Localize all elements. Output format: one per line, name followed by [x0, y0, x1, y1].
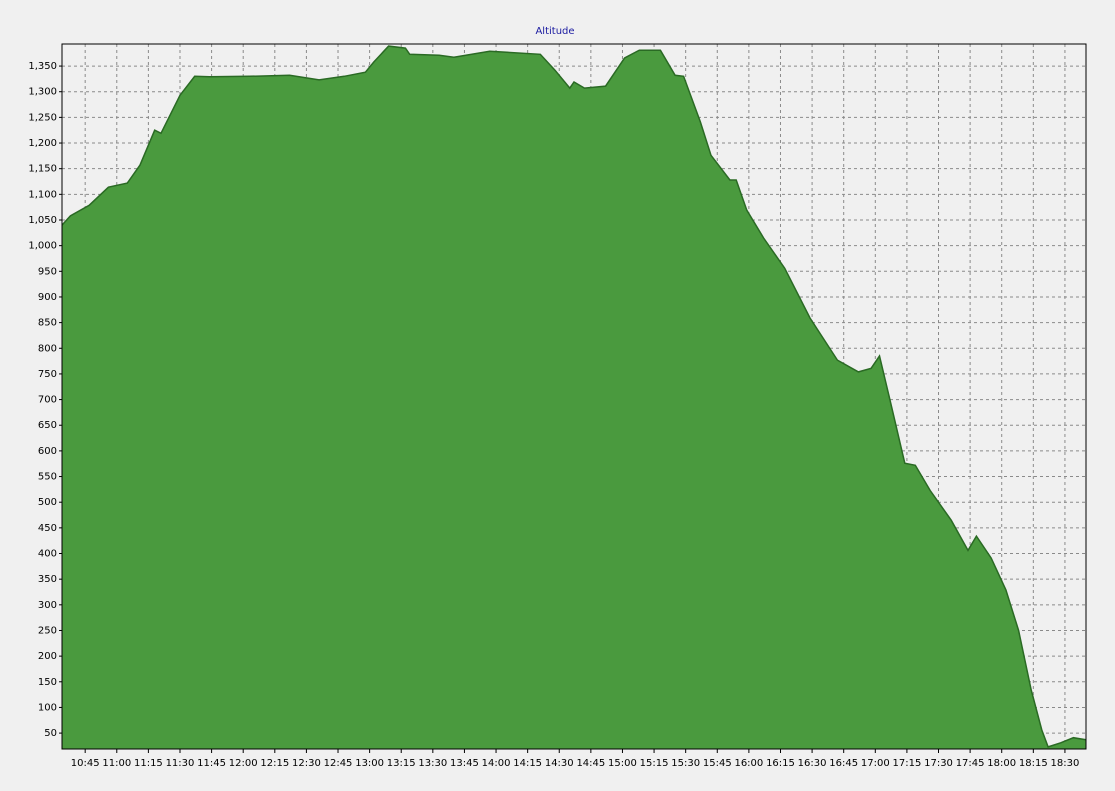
- y-tick-label: 300: [38, 600, 57, 611]
- x-tick-label: 15:45: [703, 758, 732, 769]
- x-tick-label: 15:15: [640, 758, 669, 769]
- x-tick-label: 10:45: [71, 758, 100, 769]
- plot-frame: [61, 43, 1087, 750]
- y-tick-label: 500: [38, 497, 57, 508]
- x-tick-label: 16:00: [734, 758, 763, 769]
- x-tick-label: 13:15: [387, 758, 416, 769]
- y-tick-label: 400: [38, 549, 57, 560]
- x-tick-label: 14:45: [576, 758, 605, 769]
- x-tick-label: 17:00: [861, 758, 890, 769]
- x-tick-label: 12:45: [324, 758, 353, 769]
- y-tick-label: 1,150: [28, 164, 57, 175]
- y-tick-label: 650: [38, 420, 57, 431]
- x-tick-label: 14:15: [513, 758, 542, 769]
- y-tick-label: 1,350: [28, 61, 57, 72]
- y-tick-label: 250: [38, 625, 57, 636]
- y-tick-label: 200: [38, 651, 57, 662]
- y-tick-label: 1,200: [28, 138, 57, 149]
- x-tick-label: 11:30: [166, 758, 195, 769]
- y-tick-label: 1,000: [28, 241, 57, 252]
- x-tick-label: 13:45: [450, 758, 479, 769]
- x-tick-label: 12:30: [292, 758, 321, 769]
- y-tick-label: 1,050: [28, 215, 57, 226]
- x-tick-label: 11:00: [102, 758, 131, 769]
- y-tick-label: 150: [38, 677, 57, 688]
- x-tick-label: 13:30: [418, 758, 447, 769]
- x-tick-label: 11:15: [134, 758, 163, 769]
- x-tick-label: 18:00: [987, 758, 1016, 769]
- x-tick-label: 17:30: [924, 758, 953, 769]
- x-tick-label: 12:15: [260, 758, 289, 769]
- y-tick-label: 750: [38, 369, 57, 380]
- x-tick-label: 14:30: [545, 758, 574, 769]
- area-fill: [62, 46, 1086, 750]
- y-tick-label: 950: [38, 266, 57, 277]
- x-tick-label: 12:00: [229, 758, 258, 769]
- x-tick-label: 16:15: [766, 758, 795, 769]
- x-tick-label: 14:00: [482, 758, 511, 769]
- y-tick-label: 700: [38, 395, 57, 406]
- y-tick-label: 450: [38, 523, 57, 534]
- y-tick-label: 50: [44, 728, 57, 739]
- y-tick-label: 1,250: [28, 112, 57, 123]
- y-tick-label: 900: [38, 292, 57, 303]
- y-tick-label: 1,100: [28, 189, 57, 200]
- y-tick-label: 1,300: [28, 87, 57, 98]
- x-tick-label: 11:45: [197, 758, 226, 769]
- y-tick-label: 550: [38, 472, 57, 483]
- x-tick-label: 17:15: [892, 758, 921, 769]
- x-tick-label: 16:30: [798, 758, 827, 769]
- x-tick-label: 18:30: [1051, 758, 1080, 769]
- y-tick-label: 600: [38, 446, 57, 457]
- x-tick-label: 16:45: [829, 758, 858, 769]
- y-tick-label: 800: [38, 343, 57, 354]
- x-tick-label: 18:15: [1019, 758, 1048, 769]
- x-tick-label: 15:00: [608, 758, 637, 769]
- chart-title: Altitude: [535, 26, 574, 37]
- x-tick-label: 15:30: [671, 758, 700, 769]
- area-line: [61, 45, 1087, 748]
- y-tick-label: 350: [38, 574, 57, 585]
- x-tick-label: 13:00: [355, 758, 384, 769]
- y-tick-label: 100: [38, 702, 57, 713]
- y-tick-label: 850: [38, 318, 57, 329]
- x-tick-label: 17:45: [956, 758, 985, 769]
